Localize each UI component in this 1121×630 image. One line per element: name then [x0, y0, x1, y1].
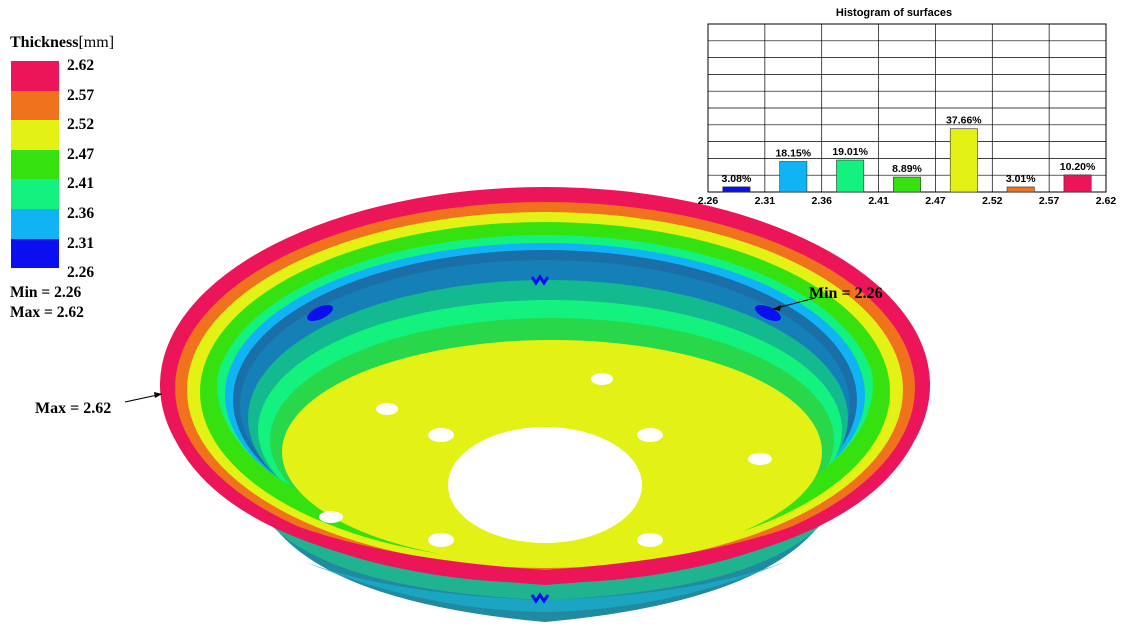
min-mark — [530, 274, 550, 286]
min-annotation: Min = 2.26 — [809, 285, 883, 302]
min-spot — [755, 304, 781, 322]
histogram-bar — [836, 159, 865, 193]
bolt-hole — [637, 533, 663, 547]
wheel-outer-shell-band — [262, 515, 830, 600]
min-spot — [307, 304, 333, 322]
histogram-bar — [893, 176, 921, 193]
legend-swatch — [11, 149, 59, 180]
histogram-bar — [949, 128, 978, 193]
legend-max: Max = 2.62 — [10, 304, 84, 321]
max-annotation: Max = 2.62 — [35, 400, 112, 417]
histogram-x-tick: 2.36 — [811, 195, 832, 207]
histogram-x-tick: 2.47 — [925, 195, 946, 207]
legend-swatch — [11, 238, 59, 269]
bolt-hole — [428, 533, 454, 547]
legend-swatch — [11, 120, 59, 150]
histogram-x-tick: 2.52 — [982, 195, 1003, 207]
legend-tick-label: 2.41 — [67, 175, 95, 193]
histogram-x-tick: 2.31 — [755, 195, 776, 207]
histogram-title: Histogram of surfaces — [835, 7, 953, 19]
legend-tick-label: 2.57 — [67, 86, 95, 104]
histogram-bar — [779, 161, 808, 193]
legend-title: Thickness[mm] — [10, 34, 114, 52]
histogram-x-tick: 2.26 — [698, 195, 719, 207]
legend-tick-label: 2.26 — [67, 264, 95, 282]
bolt-hole — [376, 403, 398, 415]
legend-tick-label: 2.47 — [67, 145, 95, 163]
histogram-bar-label: 37.66% — [946, 115, 982, 127]
bolt-hole — [591, 373, 613, 385]
histogram-bar — [1006, 186, 1035, 193]
legend-swatch — [11, 179, 59, 209]
legend-swatch — [11, 208, 59, 239]
bolt-hole — [428, 428, 454, 442]
histogram-of-surfaces: Histogram of surfaces 3.08% 18.15% 19.01% 8… — [690, 4, 1121, 214]
histogram-bar-label: 10.20% — [1060, 161, 1096, 173]
histogram-x-tick: 2.62 — [1096, 195, 1117, 207]
legend-swatch — [11, 90, 59, 121]
legend-color-scale — [11, 61, 59, 269]
legend-tick-label: 2.52 — [67, 116, 95, 134]
legend-tick-label: 2.31 — [67, 234, 95, 252]
bolt-hole — [319, 511, 343, 523]
histogram-x-tick: 2.57 — [1039, 195, 1060, 207]
histogram-bar — [1063, 174, 1092, 193]
legend-title-text: Thickness — [10, 34, 79, 51]
center-hole — [448, 427, 642, 543]
legend-tick-label: 2.36 — [67, 205, 95, 222]
bolt-hole — [637, 428, 663, 442]
histogram-bar-label: 3.01% — [1006, 173, 1036, 185]
histogram-bar-label: 18.15% — [775, 148, 811, 160]
histogram-bar-label: 19.01% — [832, 146, 868, 158]
legend-min: Min = 2.26 — [10, 284, 82, 301]
histogram-bar-label: 3.08% — [722, 173, 752, 185]
histogram-x-tick: 2.41 — [868, 195, 889, 207]
bolt-hole — [748, 453, 772, 465]
histogram-bar — [722, 186, 751, 193]
legend-unit: [mm] — [78, 34, 115, 51]
min-mark — [530, 592, 550, 604]
legend-swatch — [11, 61, 59, 91]
histogram-plot: 3.08% 18.15% 19.01% 8.89% 37.66% 3.01% 10.20% 2… — [698, 23, 1117, 207]
legend-tick-label: 2.62 — [67, 57, 95, 74]
histogram-bar-label: 8.89% — [892, 163, 922, 175]
